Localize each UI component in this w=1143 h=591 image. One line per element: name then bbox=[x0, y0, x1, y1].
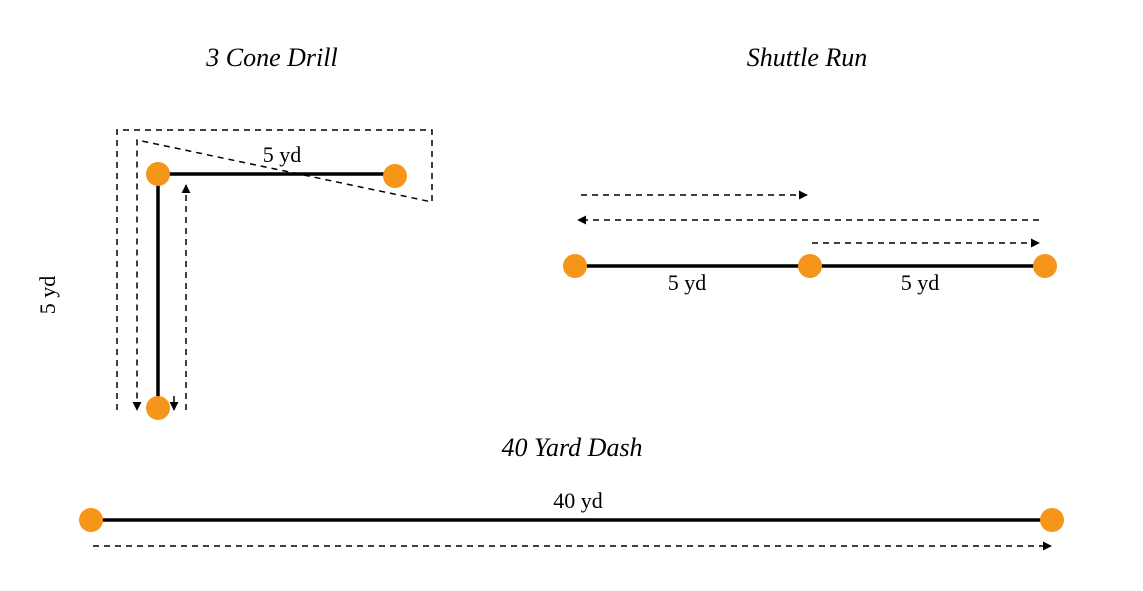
shuttle-right-label: 5 yd bbox=[901, 270, 940, 295]
cone-marker bbox=[146, 396, 170, 420]
three-cone-drill: 3 Cone Drill 5 yd 5 yd bbox=[35, 43, 433, 420]
cone-marker bbox=[1040, 508, 1064, 532]
shuttle-left-label: 5 yd bbox=[668, 270, 707, 295]
three-cone-outer-path bbox=[116, 129, 433, 411]
cone-marker bbox=[798, 254, 822, 278]
forty-yard-dash-drill: 40 Yard Dash 40 yd bbox=[79, 433, 1064, 551]
cone-marker bbox=[146, 162, 170, 186]
cone-marker bbox=[79, 508, 103, 532]
shuttle-run-title: Shuttle Run bbox=[747, 43, 868, 72]
cone-marker bbox=[563, 254, 587, 278]
three-cone-vertical-label: 5 yd bbox=[35, 276, 60, 315]
cone-marker bbox=[383, 164, 407, 188]
three-cone-horizontal-label: 5 yd bbox=[263, 142, 302, 167]
shuttle-run-drill: Shuttle Run 5 yd 5 yd bbox=[563, 43, 1057, 295]
dash-label: 40 yd bbox=[553, 488, 603, 513]
forty-yard-dash-title: 40 Yard Dash bbox=[501, 433, 642, 462]
three-cone-title: 3 Cone Drill bbox=[205, 43, 337, 72]
cone-marker bbox=[1033, 254, 1057, 278]
